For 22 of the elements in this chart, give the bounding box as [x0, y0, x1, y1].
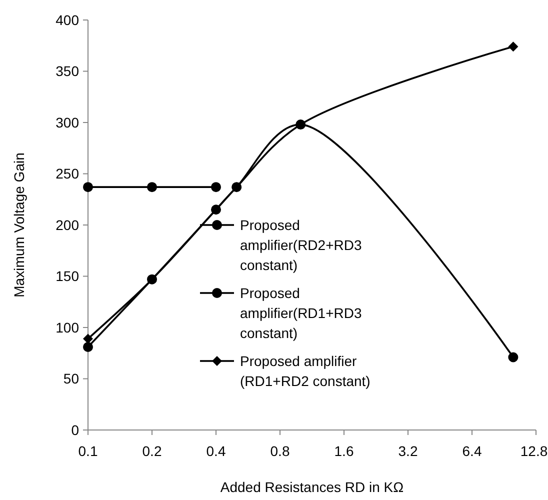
y-tick-label: 0 — [71, 422, 80, 438]
x-axis-title: Added Resistances RD in KΩ — [220, 479, 404, 495]
x-tick-label: 3.2 — [398, 443, 418, 459]
y-tick-label: 100 — [56, 319, 80, 336]
y-tick-label: 300 — [56, 114, 80, 130]
legend-label: Proposed amplifier(RD1+RD3 constant) — [240, 284, 362, 341]
x-tick-label: 0.4 — [206, 443, 226, 459]
x-tick-label: 1.6 — [334, 443, 354, 459]
y-tick-label: 400 — [56, 12, 80, 28]
y-tick-label: 350 — [56, 63, 80, 80]
y-tick-label: 150 — [56, 268, 80, 284]
x-tick-label: 12.8 — [520, 443, 548, 459]
y-tick-label: 250 — [56, 166, 80, 182]
y-axis-title: Maximum Voltage Gain — [11, 152, 27, 298]
x-tick-label: 0.1 — [78, 443, 98, 459]
legend-label: Proposed amplifier(RD2+RD3 constant) — [240, 216, 362, 273]
legend-label: Proposed amplifier (RD1+RD2 constant) — [240, 352, 370, 389]
x-tick-label: 6.4 — [462, 443, 482, 459]
y-tick-label: 50 — [63, 370, 80, 387]
x-tick-label: 0.2 — [142, 443, 162, 459]
x-tick-label: 0.8 — [270, 443, 290, 459]
y-tick-label: 200 — [56, 216, 80, 233]
